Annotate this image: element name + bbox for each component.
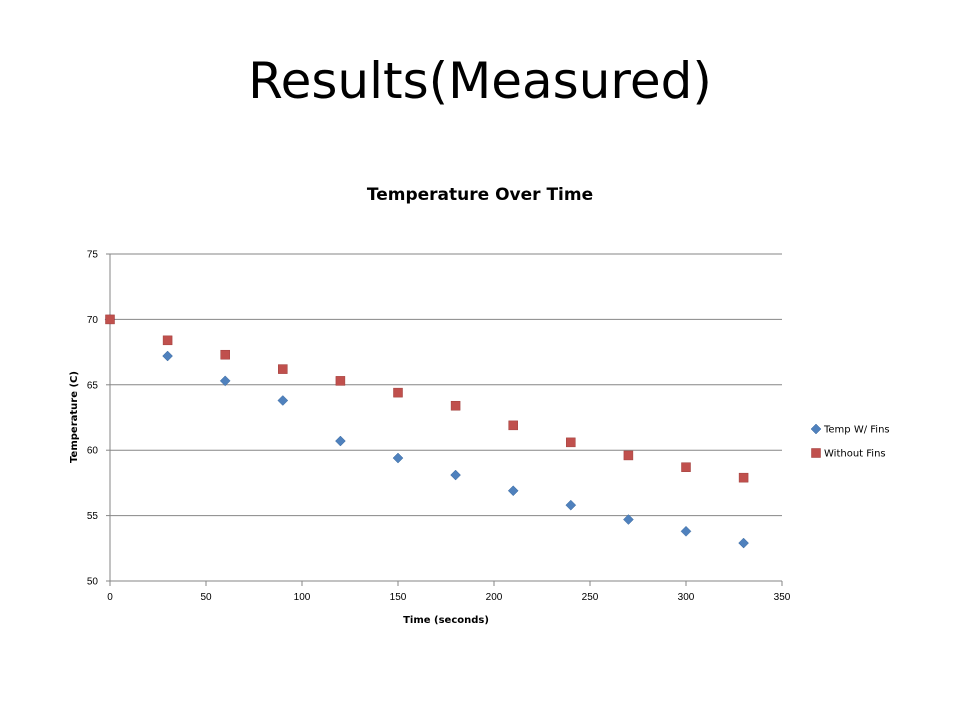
x-tick-label: 300 bbox=[678, 592, 695, 603]
data-point bbox=[450, 400, 461, 411]
data-point bbox=[450, 469, 461, 481]
data-points bbox=[104, 314, 749, 549]
y-tick-label: 55 bbox=[87, 511, 99, 522]
data-point bbox=[335, 435, 346, 447]
y-tick-label: 50 bbox=[87, 577, 99, 588]
x-tick-label: 150 bbox=[390, 592, 407, 603]
legend-marker bbox=[810, 423, 822, 435]
data-point bbox=[565, 499, 577, 511]
legend: Temp W/ Fins Without Fins bbox=[810, 423, 890, 460]
x-tick-label: 50 bbox=[200, 592, 212, 603]
y-tick-label: 65 bbox=[87, 380, 99, 391]
data-point bbox=[162, 350, 173, 362]
y-tick-label: 70 bbox=[87, 315, 99, 326]
data-point bbox=[392, 452, 404, 464]
data-point bbox=[680, 525, 692, 537]
data-point bbox=[681, 462, 691, 472]
data-point bbox=[738, 537, 749, 549]
y-tick-label: 60 bbox=[87, 446, 99, 457]
chart-title: Temperature Over Time bbox=[367, 185, 593, 205]
data-point bbox=[623, 450, 634, 461]
x-tick-label: 350 bbox=[774, 592, 791, 603]
axes bbox=[106, 253, 783, 586]
data-point bbox=[219, 375, 231, 387]
x-tick-label: 200 bbox=[486, 592, 503, 603]
x-tick-label: 100 bbox=[294, 592, 311, 603]
data-point bbox=[220, 349, 230, 360]
data-point bbox=[105, 314, 115, 325]
data-point bbox=[335, 376, 346, 386]
data-point bbox=[162, 335, 173, 346]
data-point bbox=[393, 387, 403, 398]
data-point bbox=[277, 395, 289, 406]
legend-marker bbox=[811, 448, 821, 458]
slide-title: Results(Measured) bbox=[248, 52, 712, 110]
data-point bbox=[508, 420, 518, 431]
data-point bbox=[278, 364, 288, 374]
tick-labels: 50 55 60 65 70 75 0 50 100 150 200 250 300 350 bbox=[87, 250, 791, 604]
data-point bbox=[566, 437, 576, 448]
y-axis-title: Temperature (C) bbox=[69, 371, 80, 463]
legend-label: Without Fins bbox=[824, 449, 886, 460]
y-tick-label: 75 bbox=[87, 250, 99, 261]
data-point bbox=[623, 514, 634, 525]
legend-label: Temp W/ Fins bbox=[823, 425, 890, 436]
data-point bbox=[738, 472, 749, 483]
x-axis-title: Time (seconds) bbox=[403, 615, 489, 626]
grid-lines bbox=[110, 253, 782, 517]
x-tick-label: 250 bbox=[582, 592, 599, 603]
data-point bbox=[507, 485, 519, 497]
x-tick-label: 0 bbox=[107, 592, 113, 603]
